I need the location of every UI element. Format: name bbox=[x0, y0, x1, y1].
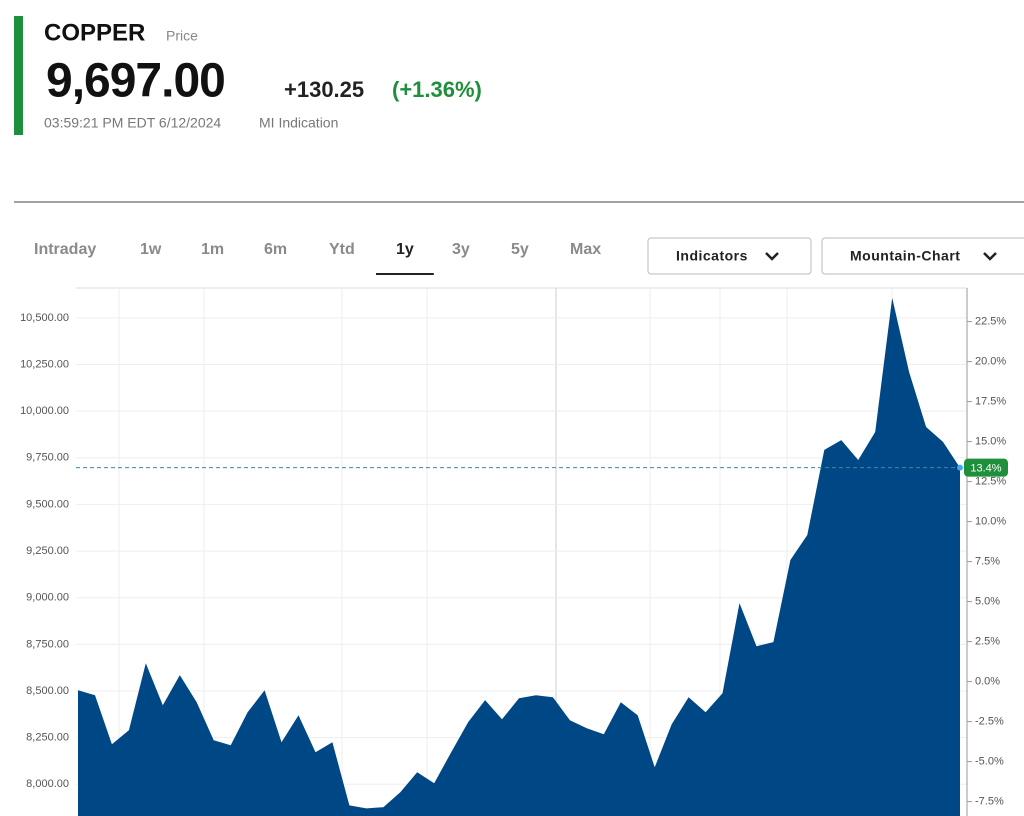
y2-tick-label: 22.5% bbox=[975, 316, 1006, 328]
source: MI Indication bbox=[259, 115, 338, 131]
y-tick-label: 9,750.00 bbox=[26, 452, 69, 464]
indicators-button[interactable] bbox=[647, 237, 812, 275]
y-tick-label: 10,000.00 bbox=[20, 405, 69, 417]
timestamp: 03:59:21 PM EDT 6/12/2024 bbox=[44, 115, 221, 131]
range-tab[interactable]: Intraday bbox=[34, 241, 96, 258]
chart-type-label[interactable]: Mountain-Chart bbox=[850, 248, 960, 264]
y-tick-label: 9,000.00 bbox=[26, 592, 69, 604]
symbol: COPPER bbox=[44, 19, 145, 46]
y2-tick-label: 20.0% bbox=[975, 356, 1006, 368]
indicators-label[interactable]: Indicators bbox=[676, 248, 748, 264]
range-tab[interactable]: 1m bbox=[201, 241, 224, 258]
change-pct: (+1.36%) bbox=[392, 77, 482, 102]
price-area bbox=[78, 297, 960, 816]
range-tab[interactable]: 6m bbox=[264, 241, 287, 258]
y2-tick-label: 15.0% bbox=[975, 436, 1006, 448]
current-badge bbox=[964, 458, 1008, 477]
y2-tick-label: -7.5% bbox=[975, 796, 1004, 808]
symbol-note: Price bbox=[166, 28, 198, 44]
y-tick-label: 8,500.00 bbox=[26, 685, 69, 697]
range-tab[interactable]: 3y bbox=[452, 241, 470, 258]
y2-tick-label: 5.0% bbox=[975, 596, 1000, 608]
range-tab[interactable]: 5y bbox=[511, 241, 529, 258]
chevron bbox=[765, 252, 779, 261]
y-tick-label: 9,250.00 bbox=[26, 545, 69, 557]
price: 9,697.00 bbox=[46, 55, 225, 108]
y2-tick-label: 10.0% bbox=[975, 516, 1006, 528]
chart-type-button[interactable] bbox=[821, 237, 1024, 275]
current-badge-label: 13.4% bbox=[970, 463, 1001, 475]
y-tick-label: 10,250.00 bbox=[20, 358, 69, 370]
y-tick-label: 8,750.00 bbox=[26, 638, 69, 650]
range-tab[interactable]: 1y bbox=[396, 241, 414, 258]
y-tick-label: 8,000.00 bbox=[26, 778, 69, 790]
y2-tick-label: 17.5% bbox=[975, 396, 1006, 408]
y2-tick-label: 12.5% bbox=[975, 476, 1006, 488]
range-tab[interactable]: 1w bbox=[140, 241, 162, 258]
range-tab[interactable]: Ytd bbox=[329, 241, 355, 258]
accent-bar bbox=[14, 16, 23, 135]
y2-tick-label: 7.5% bbox=[975, 556, 1000, 568]
change: +130.25 bbox=[284, 77, 364, 102]
y2-tick-label: 0.0% bbox=[975, 676, 1000, 688]
y-tick-label: 10,500.00 bbox=[20, 312, 69, 324]
y2-tick-label: 2.5% bbox=[975, 636, 1000, 648]
y-tick-label: 9,500.00 bbox=[26, 498, 69, 510]
y-tick-label: 8,250.00 bbox=[26, 732, 69, 744]
range-tab[interactable]: Max bbox=[570, 241, 601, 258]
chevron bbox=[983, 252, 997, 261]
current-dot bbox=[957, 464, 963, 471]
y2-tick-label: -2.5% bbox=[975, 716, 1004, 728]
y2-tick-label: -5.0% bbox=[975, 756, 1004, 768]
